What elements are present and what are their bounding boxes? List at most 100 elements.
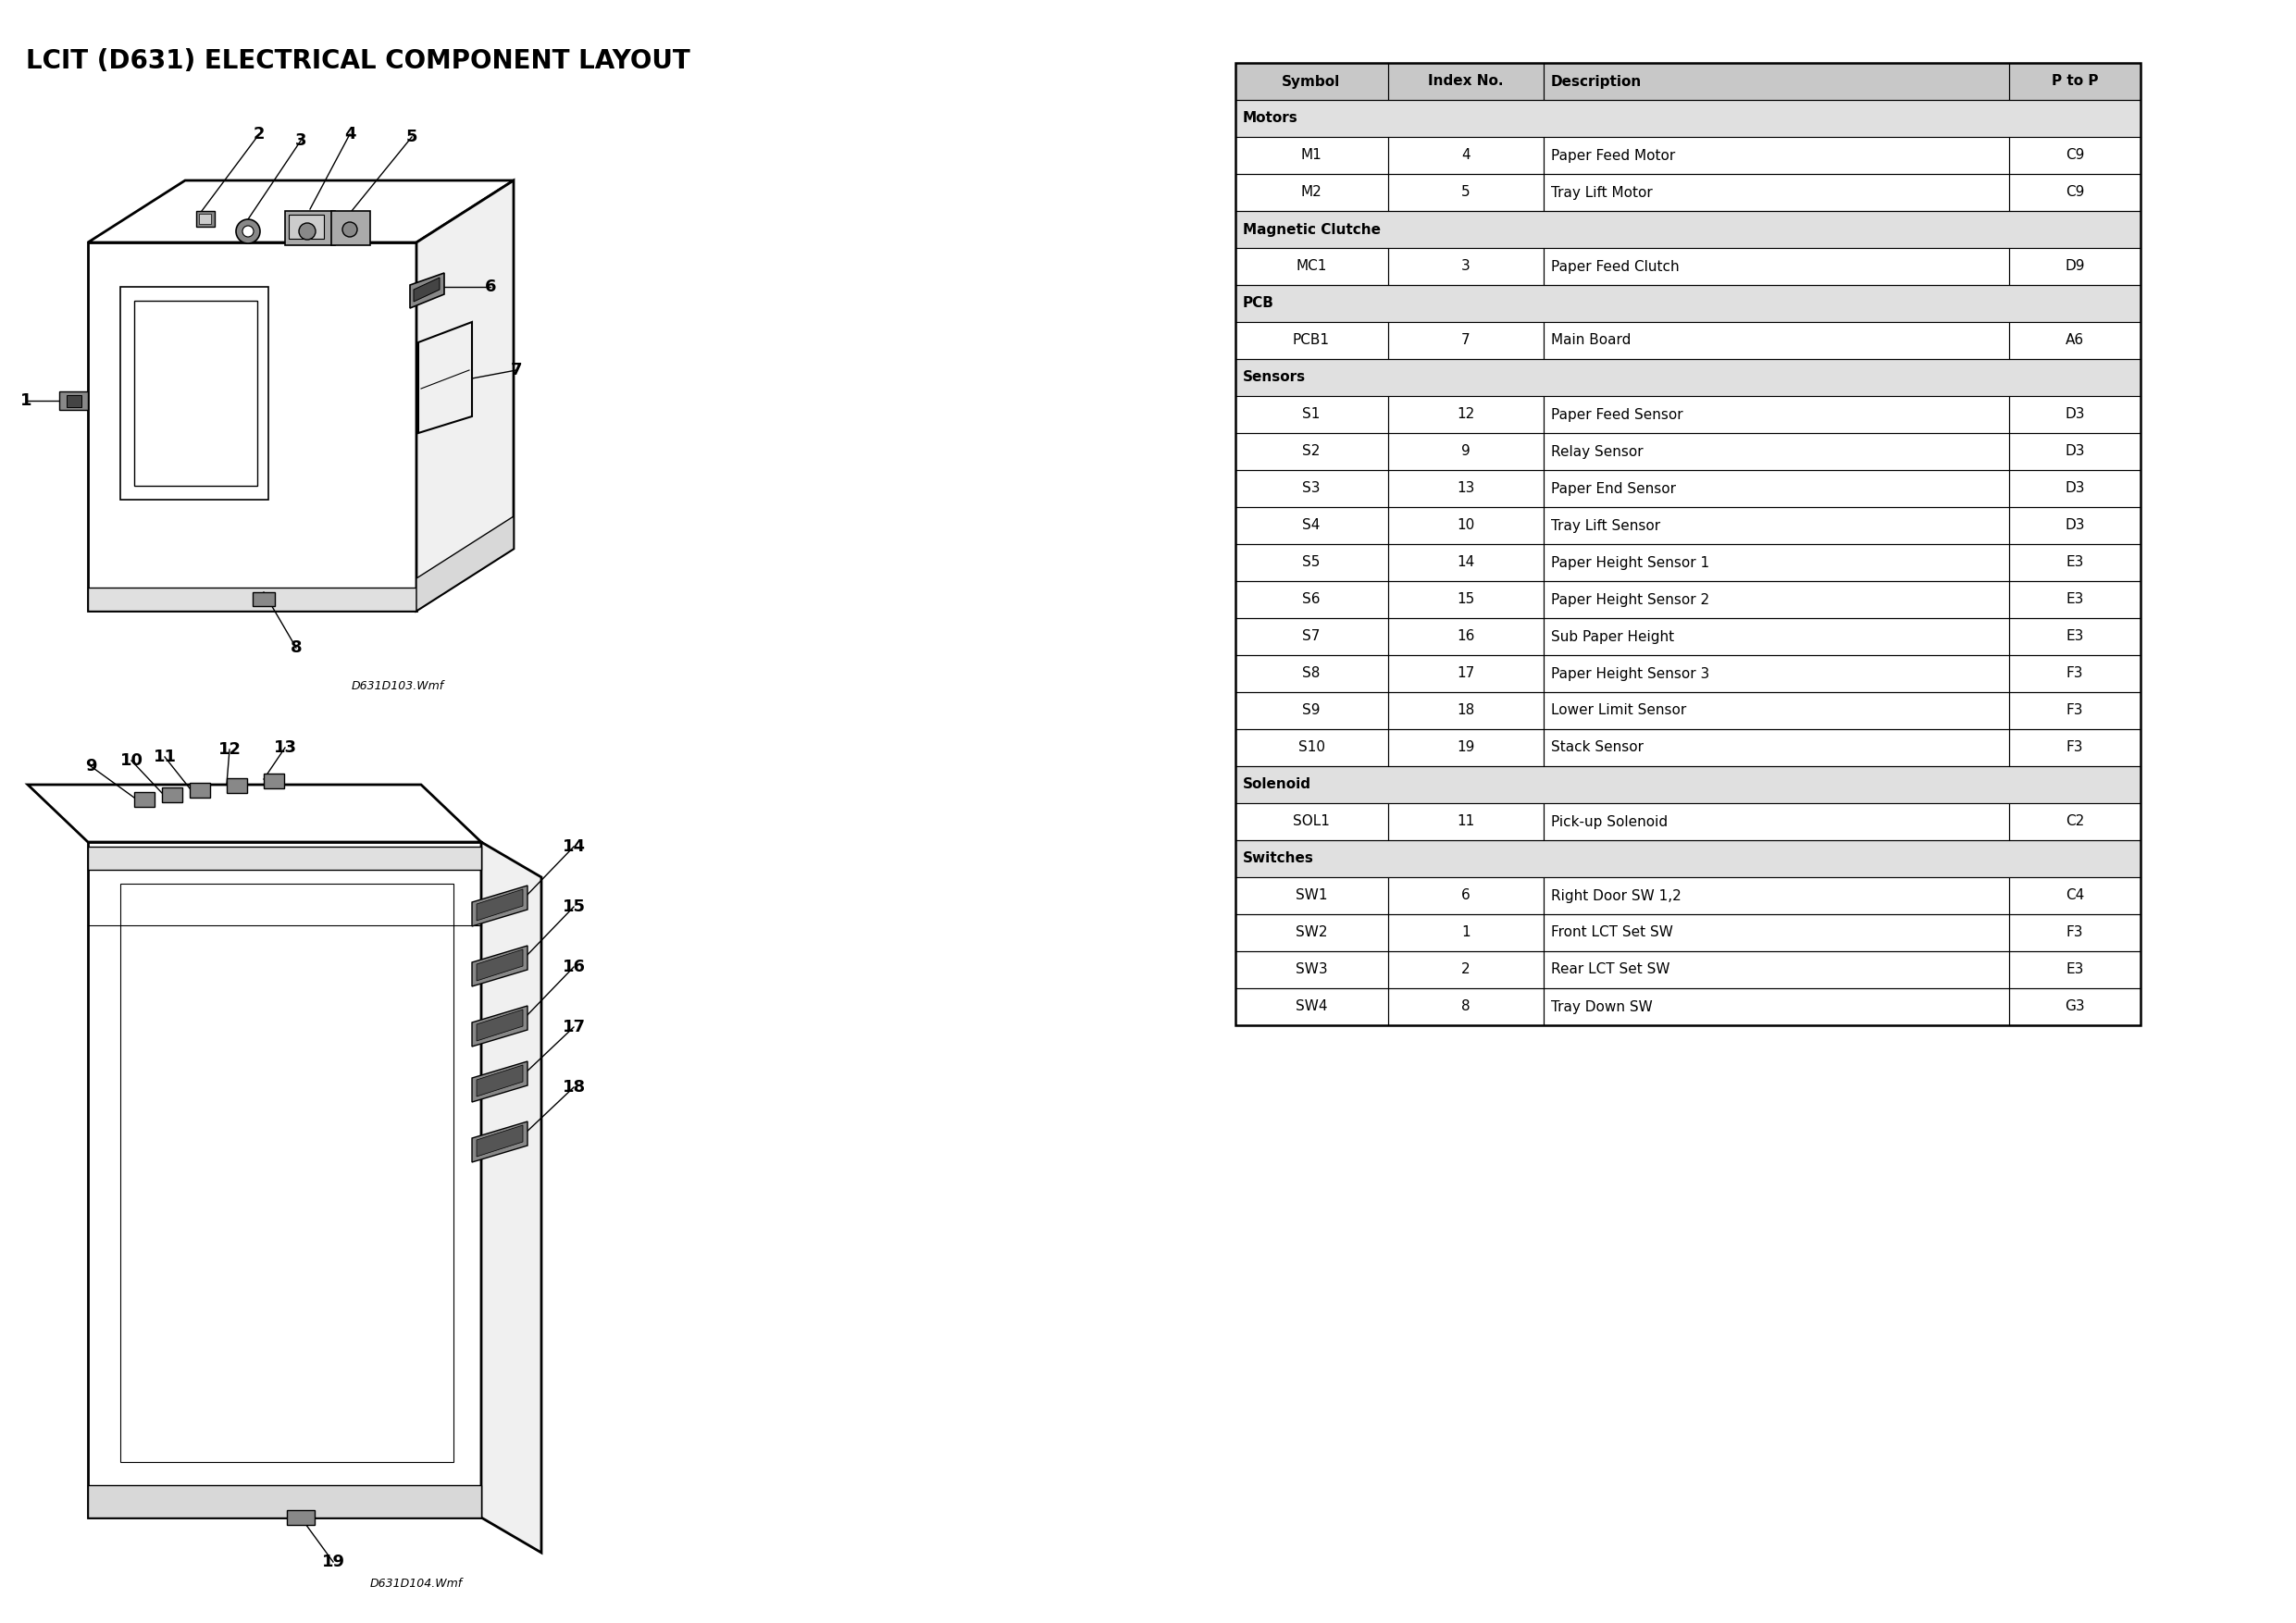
Bar — [1235, 506, 2140, 544]
Bar — [1389, 174, 1543, 211]
Bar — [1235, 433, 1389, 471]
Polygon shape — [191, 782, 209, 797]
Polygon shape — [331, 211, 370, 245]
Text: F3: F3 — [2066, 667, 2082, 680]
Text: 7: 7 — [1463, 334, 1469, 347]
Text: Description: Description — [1552, 75, 1642, 88]
Bar — [2009, 803, 2140, 841]
Polygon shape — [285, 211, 335, 245]
Bar — [2009, 433, 2140, 471]
Bar — [1235, 471, 2140, 506]
Bar — [2009, 174, 2140, 211]
Bar — [1543, 914, 2009, 951]
Bar — [1389, 876, 1543, 914]
Bar — [1389, 506, 1543, 544]
Text: 2: 2 — [253, 127, 264, 143]
Text: Sub Paper Height: Sub Paper Height — [1552, 630, 1674, 644]
Text: D3: D3 — [2064, 445, 2085, 458]
Bar — [1235, 359, 2140, 396]
Bar — [1543, 136, 2009, 174]
Text: 9: 9 — [85, 758, 96, 774]
Bar — [2009, 136, 2140, 174]
Text: 18: 18 — [1458, 704, 1474, 717]
Polygon shape — [87, 847, 482, 870]
Text: SW1: SW1 — [1295, 889, 1327, 902]
Text: 10: 10 — [119, 753, 142, 769]
Text: Stack Sensor: Stack Sensor — [1552, 740, 1644, 755]
Bar — [1389, 63, 1543, 101]
Bar — [1235, 841, 2140, 876]
Polygon shape — [264, 774, 285, 789]
Bar — [1543, 876, 2009, 914]
Text: 8: 8 — [1463, 1000, 1469, 1014]
Text: M2: M2 — [1302, 185, 1322, 200]
Bar — [1235, 396, 2140, 433]
Text: 12: 12 — [218, 742, 241, 758]
Text: Lower Limit Sensor: Lower Limit Sensor — [1552, 704, 1685, 717]
Bar — [1235, 63, 1389, 101]
Text: 2: 2 — [1463, 962, 1469, 977]
Bar — [1543, 656, 2009, 691]
Text: D631D103.Wmf: D631D103.Wmf — [351, 680, 443, 691]
Polygon shape — [482, 842, 542, 1553]
Bar — [1543, 396, 2009, 433]
Bar — [1235, 691, 1389, 729]
Text: 11: 11 — [154, 748, 177, 764]
Bar — [1235, 544, 1389, 581]
Text: D3: D3 — [2064, 519, 2085, 532]
Text: 15: 15 — [563, 899, 585, 915]
Text: Solenoid: Solenoid — [1242, 777, 1311, 792]
Polygon shape — [133, 792, 154, 807]
Text: D3: D3 — [2064, 407, 2085, 422]
Bar — [1389, 618, 1543, 656]
Polygon shape — [227, 777, 248, 794]
Text: Paper Feed Clutch: Paper Feed Clutch — [1552, 260, 1678, 273]
Polygon shape — [87, 842, 482, 1518]
Bar — [2009, 656, 2140, 691]
Text: 1: 1 — [21, 393, 32, 409]
Bar — [1543, 581, 2009, 618]
Bar — [1543, 433, 2009, 471]
Polygon shape — [163, 787, 181, 802]
Bar — [1543, 506, 2009, 544]
Text: Motors: Motors — [1242, 112, 1297, 125]
Bar — [1543, 951, 2009, 988]
Bar — [1235, 248, 2140, 286]
Bar — [1389, 914, 1543, 951]
Bar — [1235, 321, 1389, 359]
Text: Paper Height Sensor 2: Paper Height Sensor 2 — [1552, 592, 1711, 607]
Text: Index No.: Index No. — [1428, 75, 1504, 88]
Bar — [1235, 656, 2140, 691]
Text: Relay Sensor: Relay Sensor — [1552, 445, 1644, 458]
Bar — [1389, 433, 1543, 471]
Bar — [1235, 433, 2140, 471]
Text: 15: 15 — [1458, 592, 1474, 607]
Text: Main Board: Main Board — [1552, 334, 1630, 347]
Text: E3: E3 — [2066, 592, 2085, 607]
Bar — [1389, 581, 1543, 618]
Bar — [1235, 396, 1389, 433]
Polygon shape — [478, 1010, 523, 1040]
Bar — [1389, 988, 1543, 1026]
Text: SW4: SW4 — [1295, 1000, 1327, 1014]
Text: E3: E3 — [2066, 630, 2085, 644]
Text: 4: 4 — [1463, 149, 1469, 162]
Text: S10: S10 — [1297, 740, 1325, 755]
Bar — [2009, 729, 2140, 766]
Polygon shape — [478, 949, 523, 980]
Text: C9: C9 — [2066, 149, 2085, 162]
Bar — [1389, 951, 1543, 988]
Bar — [2009, 876, 2140, 914]
Bar — [1543, 174, 2009, 211]
Bar — [2009, 321, 2140, 359]
Polygon shape — [287, 1509, 315, 1526]
Bar — [1235, 876, 1389, 914]
Bar — [1235, 729, 2140, 766]
Text: C4: C4 — [2066, 889, 2085, 902]
Text: C2: C2 — [2066, 815, 2085, 829]
Bar — [1235, 618, 1389, 656]
Text: 10: 10 — [1458, 519, 1474, 532]
Text: 4: 4 — [344, 127, 356, 143]
Bar — [1389, 544, 1543, 581]
Bar — [1543, 544, 2009, 581]
